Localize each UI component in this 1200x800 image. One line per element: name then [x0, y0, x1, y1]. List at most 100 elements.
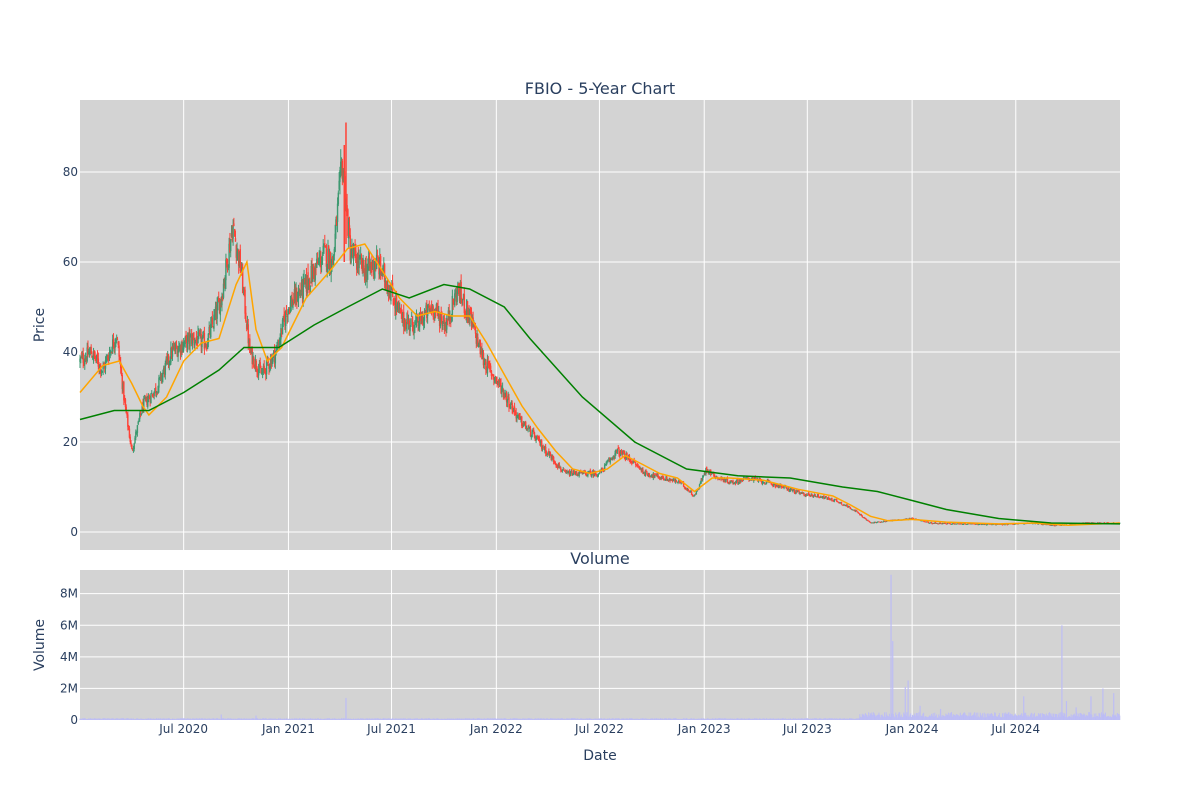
volume-bar — [822, 718, 824, 720]
volume-bar — [652, 718, 654, 720]
volume-bar — [848, 719, 850, 720]
candle-body — [147, 400, 149, 407]
volume-bar — [145, 718, 147, 720]
volume-bar — [915, 712, 917, 720]
candle-body — [822, 495, 824, 498]
volume-bar — [207, 718, 209, 720]
candle-body — [258, 363, 261, 368]
candle-body — [1013, 524, 1016, 525]
volume-bar — [944, 716, 946, 720]
volume-bar — [141, 718, 143, 720]
candle-body — [151, 393, 153, 395]
candle-body — [395, 296, 398, 308]
volume-bar — [725, 718, 727, 720]
volume-bar — [459, 718, 461, 720]
volume-bar — [950, 713, 952, 720]
volume-bar — [255, 715, 257, 720]
volume-bar — [950, 712, 953, 720]
candle-body — [736, 479, 738, 481]
volume-bar — [538, 718, 540, 720]
price-plot-area[interactable] — [80, 100, 1120, 550]
volume-bar — [334, 718, 336, 720]
candle-body — [617, 447, 619, 450]
candle-body — [953, 522, 955, 525]
candle-body — [817, 494, 820, 497]
candle-body — [236, 251, 238, 256]
candle-body — [813, 494, 816, 496]
candle-body — [874, 521, 876, 523]
candle-body — [588, 471, 590, 473]
candle-body — [546, 454, 548, 455]
volume-bar — [654, 718, 656, 720]
volume-bar — [108, 718, 110, 720]
volume-bar — [642, 718, 644, 720]
candle-body — [568, 471, 571, 476]
candle-body — [105, 357, 108, 362]
candle-body — [537, 436, 540, 438]
volume-bar — [390, 718, 392, 720]
candle-body — [311, 266, 313, 281]
candle-body — [466, 299, 468, 316]
candle-body — [595, 474, 598, 476]
candle-body — [820, 496, 823, 498]
candle-body — [104, 365, 106, 369]
volume-bar — [800, 718, 802, 720]
volume-bar — [213, 718, 215, 720]
volume-bar — [256, 718, 258, 720]
candle-body — [298, 291, 300, 295]
volume-bar — [895, 712, 897, 720]
volume-bar — [544, 718, 546, 720]
candle-body — [145, 396, 147, 400]
candle-body — [649, 475, 651, 477]
candle-body — [618, 448, 620, 455]
volume-bar — [569, 718, 571, 720]
candle-body — [79, 358, 81, 362]
volume-bar — [958, 715, 960, 720]
volume-bar — [92, 718, 94, 720]
candle-body — [391, 285, 393, 291]
volume-bar — [136, 718, 138, 720]
candle-body — [350, 255, 352, 263]
candle-body — [115, 339, 118, 341]
volume-bar — [852, 718, 854, 720]
volume-bar — [831, 718, 833, 720]
volume-bar — [706, 718, 708, 720]
candle-body — [943, 523, 946, 524]
candle-body — [291, 297, 293, 307]
volume-bar — [656, 718, 658, 720]
candle-body — [684, 486, 686, 489]
volume-bar — [463, 718, 465, 720]
volume-bar — [325, 718, 327, 720]
volume-bar — [812, 718, 814, 720]
volume-bar — [593, 718, 595, 720]
volume-bar — [1048, 713, 1050, 720]
candle-body — [920, 520, 922, 522]
volume-bar — [863, 714, 865, 720]
volume-bar — [120, 718, 122, 720]
volume-bar — [908, 716, 910, 720]
candle-body — [337, 192, 340, 205]
candle-body — [509, 406, 512, 409]
volume-bar — [836, 718, 838, 720]
volume-bar — [409, 718, 411, 720]
volume-bar — [192, 718, 194, 720]
candle-body — [865, 518, 867, 521]
candle-body — [1055, 525, 1057, 527]
volume-bar — [1097, 716, 1099, 720]
candle-body — [220, 297, 222, 304]
candle-body — [272, 354, 274, 362]
volume-bar — [137, 718, 139, 720]
volume-bar — [1100, 717, 1102, 720]
volume-plot-area[interactable] — [80, 570, 1120, 720]
candle-body — [442, 321, 445, 324]
candle-body — [149, 397, 151, 403]
volume-bar — [1020, 714, 1022, 720]
volume-bar — [116, 718, 118, 720]
candle-body — [531, 431, 533, 437]
volume-bar — [916, 713, 918, 720]
candle-body — [558, 463, 560, 469]
volume-bar — [179, 718, 181, 720]
candle-body — [679, 482, 682, 483]
candle-body — [845, 504, 847, 506]
